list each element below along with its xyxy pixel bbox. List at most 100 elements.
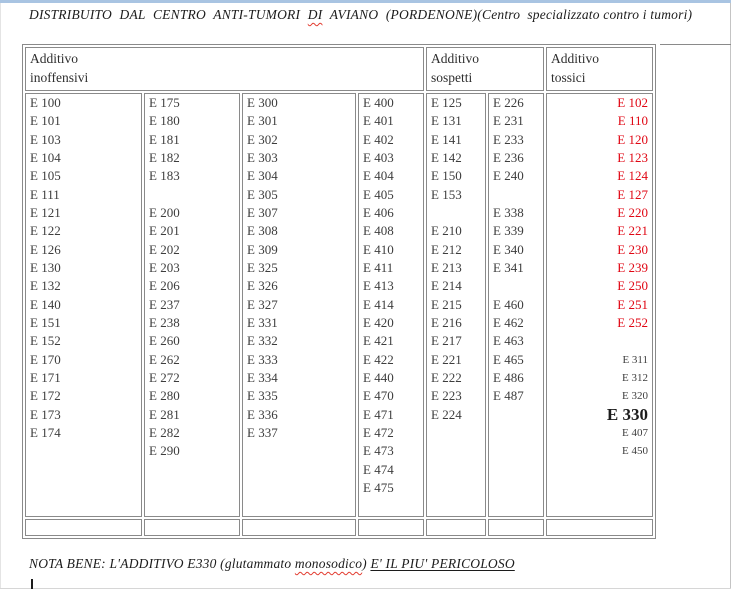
additive-code: E 333 — [247, 351, 278, 367]
additive-code: E 172 — [30, 388, 61, 404]
additive-code: E 331 — [247, 314, 278, 330]
column-inoffensivi-2: E 175 E 180 E 181 E 182 E 183 E 200 E 201 E 20… — [144, 93, 240, 517]
additive-code: E 450 — [622, 445, 648, 458]
additive-code: E 327 — [247, 296, 278, 312]
additive-code: E 142 — [431, 149, 462, 165]
text-segment: (Centro specializzato contro i tumori) — [477, 7, 693, 22]
additive-code: E 240 — [493, 168, 524, 184]
additive-code: E 311 — [622, 353, 648, 366]
table-header-row: Additivo inoffensivi Additivo sospetti A… — [25, 47, 653, 91]
additive-code: E 182 — [149, 149, 180, 165]
additive-code: E 401 — [363, 113, 394, 129]
additive-code: E 312 — [622, 371, 648, 384]
column-tossici: E 102 E 110 E 120 E 123 E 124 E 127 E 220 E 221… — [546, 93, 653, 517]
additive-code: E 238 — [149, 314, 180, 330]
additive-code: E 400 — [363, 95, 394, 110]
additive-code: E 175 — [149, 95, 180, 110]
additive-code: E 174 — [30, 424, 61, 440]
table-empty-row — [25, 519, 653, 536]
additive-code: E 171 — [30, 369, 61, 385]
additive-code: E 300 — [247, 95, 278, 110]
header-line: inoffensivi — [30, 70, 89, 85]
window-top-border — [0, 0, 731, 3]
additive-code: E 123 — [617, 149, 648, 165]
text-segment: ) — [362, 556, 371, 571]
additive-code: E 226 — [493, 95, 524, 110]
empty-cell — [144, 519, 240, 536]
header-line: Additivo — [30, 51, 79, 66]
additive-code: E 272 — [149, 369, 180, 385]
text-segment: NOTA BENE: L'ADDITIVO E330 (glutammato — [29, 556, 295, 571]
additive-code: E 339 — [493, 223, 524, 239]
additive-code: E 474 — [363, 461, 394, 477]
blank-line — [145, 186, 239, 204]
text-segment: AVIANO (PORDENONE) — [322, 7, 478, 22]
additive-code: E 224 — [431, 406, 462, 422]
header-inoffensivi: Additivo inoffensivi — [25, 47, 424, 91]
additive-code: E 203 — [149, 259, 180, 275]
additive-code: E 341 — [493, 259, 524, 275]
additive-code: E 251 — [617, 296, 648, 312]
additive-code: E 102 — [617, 95, 648, 110]
additive-code: E 180 — [149, 113, 180, 129]
additive-code: E 305 — [247, 186, 278, 202]
additive-code: E 301 — [247, 113, 278, 129]
additive-code: E 170 — [30, 351, 61, 367]
additive-code: E 471 — [363, 406, 394, 422]
additive-code: E 465 — [493, 351, 524, 367]
additive-code: E 407 — [622, 426, 648, 439]
additive-code: E 332 — [247, 333, 278, 349]
empty-cell — [488, 519, 544, 536]
additive-code: E 110 — [617, 113, 648, 129]
additive-code: E 330 — [606, 404, 648, 424]
additive-code: E 325 — [247, 259, 278, 275]
additive-code: E 280 — [149, 388, 180, 404]
additive-code: E 308 — [247, 223, 278, 239]
additive-code: E 151 — [30, 314, 61, 330]
additive-code: E 403 — [363, 149, 394, 165]
header-sospetti: Additivo sospetti — [426, 47, 544, 91]
text-segment: E' IL PIU' PERICOLOSO — [370, 556, 515, 571]
text-segment: DI — [307, 7, 323, 22]
additive-code: E 105 — [30, 168, 61, 184]
additive-code: E 120 — [617, 131, 648, 147]
additive-code: E 422 — [363, 351, 394, 367]
additive-code: E 281 — [149, 406, 180, 422]
additive-code: E 214 — [431, 278, 462, 294]
column-inoffensivi-3: E 300 E 301 E 302 E 303 E 304 E 305 E 307 E 308… — [242, 93, 356, 517]
additive-code: E 206 — [149, 278, 180, 294]
additive-code: E 290 — [149, 443, 180, 459]
empty-cell — [546, 519, 653, 536]
additive-code: E 141 — [431, 131, 462, 147]
additive-code: E 126 — [30, 241, 61, 257]
additive-code: E 408 — [363, 223, 394, 239]
additive-code: E 282 — [149, 424, 180, 440]
additive-code: E 181 — [149, 131, 180, 147]
additive-code: E 101 — [30, 113, 61, 129]
text-segment: DISTRIBUITO DAL CENTRO ANTI-TUMORI — [29, 7, 308, 22]
document-title: DISTRIBUITO DAL CENTRO ANTI-TUMORI DI AV… — [29, 7, 719, 23]
additive-code: E 237 — [149, 296, 180, 312]
empty-cell — [426, 519, 486, 536]
additive-code: E 231 — [493, 113, 524, 129]
additive-code: E 402 — [363, 131, 394, 147]
additive-code: E 217 — [431, 333, 462, 349]
header-line: tossici — [551, 70, 586, 85]
additive-code: E 111 — [30, 186, 60, 202]
additive-code: E 124 — [617, 168, 648, 184]
additive-code: E 410 — [363, 241, 394, 257]
additive-code: E 220 — [617, 204, 648, 220]
additive-code: E 215 — [431, 296, 462, 312]
additive-code: E 233 — [493, 131, 524, 147]
additive-code: E 420 — [363, 314, 394, 330]
additive-code: E 210 — [431, 223, 462, 239]
additive-code: E 201 — [149, 223, 180, 239]
header-line: sospetti — [431, 70, 473, 85]
blank-line — [489, 277, 543, 295]
additive-code: E 413 — [363, 278, 394, 294]
additive-code: E 252 — [617, 314, 648, 330]
table-top-border-extension — [660, 44, 731, 45]
additive-code: E 334 — [247, 369, 278, 385]
additive-code: E 183 — [149, 168, 180, 184]
